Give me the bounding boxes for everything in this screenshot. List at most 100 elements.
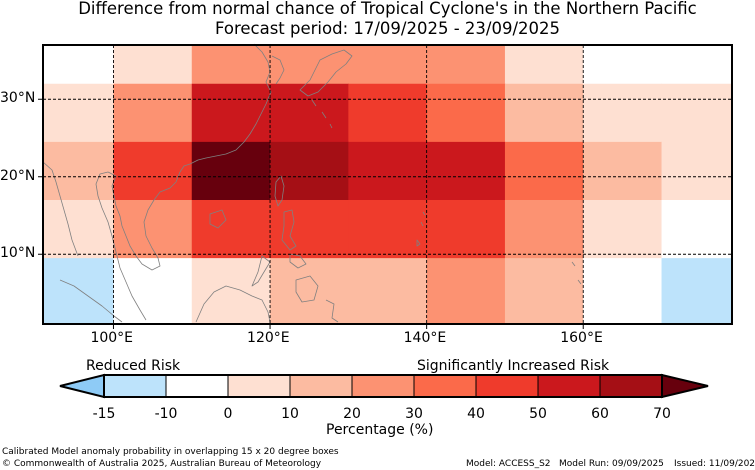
grid-cell (504, 141, 584, 201)
grid-cell (270, 83, 349, 143)
colorbar-tick-label: 0 (223, 406, 233, 422)
grid-cell (270, 45, 349, 85)
island-sulawesi (325, 299, 339, 323)
island-hainan (209, 209, 227, 229)
axis-ticks (38, 98, 584, 329)
lat-tick-label: 30°N (0, 90, 36, 107)
colorbar-tick-label: 20 (343, 406, 361, 422)
grid-cell (43, 141, 114, 201)
grid-cell (43, 258, 114, 325)
footer-issued: Issued: 11/09/2025 (674, 459, 755, 469)
grid-cell (661, 83, 733, 143)
island-sumatra (59, 279, 123, 323)
lon-tick-label: 140°E (403, 330, 447, 346)
colorbar-tick-label: 50 (529, 406, 547, 422)
colorbar-tick-label: 10 (281, 406, 299, 422)
colorbar-bin (351, 374, 415, 398)
anomaly-grid (43, 45, 733, 325)
grid-cell (348, 200, 428, 259)
chart-title: Difference from normal chance of Tropica… (78, 0, 697, 18)
grid-cell (113, 258, 193, 325)
colorbar-tick-label: -10 (154, 406, 178, 422)
grid-cell (270, 258, 349, 325)
grid-cell (191, 45, 271, 85)
grid-cell (113, 141, 193, 201)
island-japan (299, 49, 353, 97)
footer-model: Model: ACCESS_S2 (466, 459, 551, 469)
grid-cell (191, 200, 271, 259)
grid-cell (583, 200, 663, 259)
grid-cell (426, 200, 506, 259)
coastline-korea (271, 55, 285, 85)
island-marshall (571, 261, 582, 285)
grid-cell (661, 258, 733, 325)
island-mindanao (295, 275, 319, 303)
grid-cell (113, 45, 193, 85)
colorbar-tick-label: -15 (92, 406, 116, 422)
colorbar-tick-label: 70 (653, 406, 671, 422)
grid-cell (270, 141, 349, 201)
colorbar-over-arrow (661, 373, 709, 399)
island-ryukyu (311, 99, 333, 129)
colorbar-tick-label: 40 (467, 406, 485, 422)
footer-model-run: Model Run: 09/09/2025 (559, 459, 664, 469)
grid-cell (191, 83, 271, 143)
grid-cell (426, 141, 506, 201)
grid-cell (43, 200, 114, 259)
lat-tick-label: 20°N (0, 167, 36, 184)
footer-copyright: © Commonwealth of Australia 2025, Austra… (2, 459, 322, 469)
island-taiwan (274, 175, 285, 207)
grid-cell (583, 258, 663, 325)
lat-tick-label: 10°N (0, 245, 36, 262)
map-frame (42, 44, 733, 325)
island-luzon (281, 209, 297, 251)
reduced-risk-label: Reduced Risk (86, 358, 181, 374)
grid-cell (661, 45, 733, 85)
grid-cell (661, 200, 733, 259)
grid-cell (348, 258, 428, 325)
colorbar-bin (227, 374, 291, 398)
grid-cell (583, 45, 663, 85)
lon-tick-label: 100°E (90, 330, 134, 346)
colorbar-bin (537, 374, 601, 398)
grid-cell (426, 83, 506, 143)
grid-cell (661, 141, 733, 201)
grid-cell (270, 200, 349, 259)
island-palawan (251, 255, 271, 287)
grid-cell (426, 45, 506, 85)
colorbar-tick-label: 60 (591, 406, 609, 422)
grid-cell (504, 45, 584, 85)
colorbar-tick-label: 30 (405, 406, 423, 422)
island-visayas (289, 253, 307, 269)
footer-note: Calibrated Model anomaly probability in … (2, 447, 339, 457)
grid-cell (504, 258, 584, 325)
grid-cell (583, 141, 663, 201)
chart-subtitle: Forecast period: 17/09/2025 - 23/09/2025 (214, 19, 561, 38)
colorbar-under-arrow (59, 373, 105, 399)
lon-tick-label: 120°E (247, 330, 290, 346)
coastline-layer (42, 43, 582, 323)
colorbar (59, 373, 709, 399)
colorbar-bin (413, 374, 477, 398)
island-guam (416, 239, 421, 247)
grid-cell (113, 83, 193, 143)
grid-cell (583, 83, 663, 143)
grid-cell (348, 83, 428, 143)
grid-cell (504, 83, 584, 143)
colorbar-frame (103, 374, 663, 398)
colorbar-bin (165, 374, 229, 398)
colorbar-bin (475, 374, 539, 398)
colorbar-bin (103, 374, 167, 398)
colorbar-bin (289, 374, 353, 398)
grid-cell (504, 200, 584, 259)
coastline-bay-of-bengal (42, 161, 79, 257)
colorbar-bin (599, 374, 663, 398)
grid-cell (43, 45, 114, 85)
grid-cell (348, 141, 428, 201)
island-mariana (420, 211, 426, 227)
island-borneo (195, 285, 271, 323)
coastline-mainland (95, 43, 272, 321)
colorbar-axis-label: Percentage (%) (326, 422, 434, 438)
grid-cell (43, 83, 114, 143)
